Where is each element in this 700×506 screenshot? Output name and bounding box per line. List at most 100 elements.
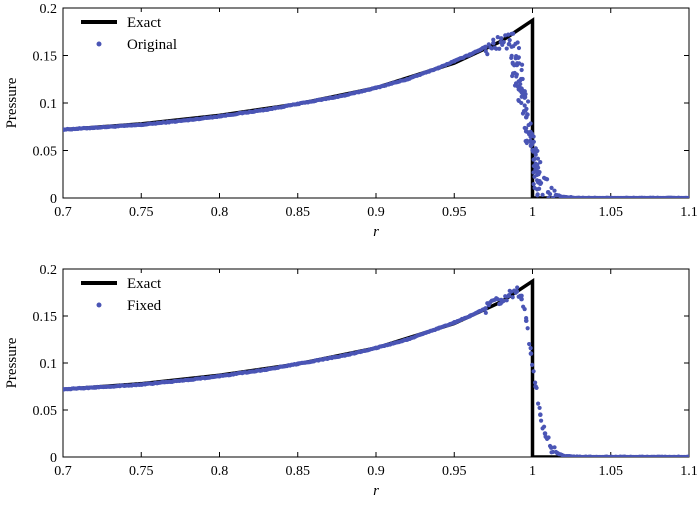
series-point-fixed <box>528 351 534 356</box>
x-tick-label: 1 <box>529 205 536 220</box>
series-point-fixed <box>537 405 542 411</box>
x-tick-label: 0.75 <box>129 205 154 220</box>
series-point-original <box>532 156 537 161</box>
series-point-original <box>535 156 541 161</box>
series-point-original <box>518 78 523 83</box>
series-point-fixed <box>506 294 511 299</box>
series-point-fixed <box>541 424 547 429</box>
series-point-original <box>523 139 528 144</box>
series-point-original <box>525 99 531 104</box>
series-point-original <box>494 46 499 51</box>
series-point-original <box>518 85 523 91</box>
series-point-original <box>552 188 557 193</box>
series-point-original <box>525 112 530 117</box>
series-point-fixed <box>536 401 541 406</box>
series-point-original <box>504 46 509 51</box>
legend-label: Original <box>127 37 177 53</box>
series-point-fixed <box>525 326 530 331</box>
series-point-original <box>517 61 522 66</box>
series-point-fixed <box>538 412 543 418</box>
series-point-original <box>522 103 527 108</box>
series-point-fixed <box>519 293 524 298</box>
y-axis-label: Pressure <box>4 337 20 388</box>
x-tick-label: 0.85 <box>286 464 311 479</box>
legend-swatch-marker <box>96 302 102 308</box>
series-point-fixed <box>686 454 689 457</box>
y-tick-label: 0.15 <box>33 50 58 65</box>
y-tick-label: 0.2 <box>40 2 58 17</box>
series-point-original <box>529 131 535 136</box>
series-point-original <box>549 185 554 190</box>
chart-panel-2: 0.7 0.75 0.8 0.85 0.9 0.95 1 1.05 1.1 0 0.05 0.1 0.1… <box>4 263 698 499</box>
series-point-original <box>491 37 496 42</box>
series-point-original <box>531 182 536 187</box>
series-point-fixed <box>524 316 529 321</box>
series-point-fixed <box>522 306 527 312</box>
series-point-fixed <box>503 294 508 299</box>
series-point-original <box>506 32 511 37</box>
series-point-fixed <box>538 418 544 423</box>
series-point-original <box>523 95 528 100</box>
legend-label: Exact <box>127 276 162 292</box>
series-point-fixed <box>531 369 536 374</box>
series-point-original <box>531 149 536 154</box>
series-point-original <box>518 81 523 87</box>
series-point-original <box>509 53 514 58</box>
series-point-original <box>491 40 496 46</box>
series-point-original <box>520 91 525 96</box>
series-point-fixed <box>504 298 509 303</box>
series-point-original <box>535 193 540 198</box>
series-point-original <box>482 45 487 50</box>
x-tick-label: 0.95 <box>442 464 467 479</box>
x-axis-label: r <box>373 483 379 499</box>
series-point-original <box>535 148 540 154</box>
series-point-original <box>686 195 689 198</box>
y-tick-label: 0.2 <box>40 263 58 278</box>
x-tick-label: 0.9 <box>367 464 385 479</box>
series-point-original <box>497 46 502 51</box>
series-point-fixed <box>527 341 532 347</box>
series-point-original <box>535 169 540 174</box>
series-point-original <box>519 100 524 106</box>
legend-label: Exact <box>127 15 162 31</box>
series-point-fixed <box>552 445 557 450</box>
series-point-original <box>519 67 524 73</box>
x-tick-label: 1.1 <box>680 464 698 479</box>
series-point-original <box>528 138 533 143</box>
series-point-original <box>485 52 490 57</box>
series-point-original <box>516 98 521 103</box>
series-point-original <box>495 35 500 40</box>
series-point-original <box>516 55 521 60</box>
y-tick-label: 0 <box>50 451 57 466</box>
series-point-original <box>509 31 514 36</box>
series-point-original <box>540 192 545 197</box>
series-point-fixed <box>547 443 553 449</box>
x-tick-label: 1.05 <box>599 464 624 479</box>
y-tick-label: 0.05 <box>33 404 58 419</box>
x-tick-label: 1.05 <box>599 205 624 220</box>
series-point-original <box>512 70 517 76</box>
x-tick-label: 0.8 <box>211 464 229 479</box>
series-point-original <box>532 185 537 191</box>
series-point-fixed <box>542 431 548 436</box>
x-axis-label: r <box>373 224 379 240</box>
series-point-fixed <box>546 435 551 440</box>
series-point-original <box>531 139 536 144</box>
series-point-fixed <box>483 310 488 315</box>
x-tick-label: 0.75 <box>129 464 154 479</box>
x-tick-label: 0.7 <box>54 205 72 220</box>
series-point-fixed <box>530 362 535 367</box>
series-point-original <box>516 45 522 51</box>
x-tick-label: 0.9 <box>367 205 385 220</box>
series-point-fixed <box>528 346 533 351</box>
series-point-original <box>513 41 518 46</box>
series-point-original <box>547 192 553 197</box>
plot-content <box>63 277 689 457</box>
series-point-original <box>510 61 515 66</box>
series-point-original <box>507 38 512 43</box>
y-tick-label: 0.05 <box>33 145 58 160</box>
series-point-fixed <box>495 297 500 302</box>
series-point-fixed <box>515 285 520 290</box>
